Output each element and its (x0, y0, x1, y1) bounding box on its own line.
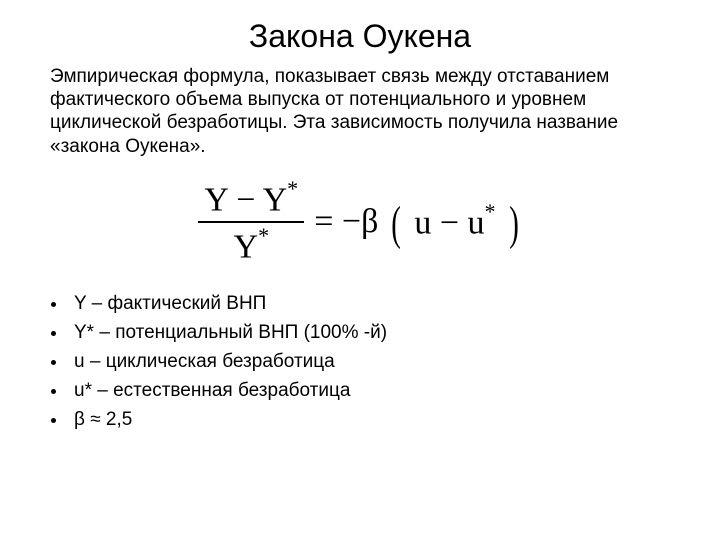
numerator-text: Y − Y (204, 181, 287, 218)
list-item: Y* – потенциальный ВНП (100% -й) (68, 322, 670, 344)
page-title: Закона Оукена (50, 18, 670, 55)
list-item: Y – фактический ВНП (68, 293, 670, 315)
inner-expression: u − u* (414, 201, 495, 242)
formula-block: Y − Y* Y* = −β(u − u*) (50, 178, 670, 267)
fraction-numerator: Y − Y* (198, 178, 304, 219)
inner-sup: * (485, 199, 496, 224)
inner-left: u − u (414, 205, 484, 242)
list-item: β ≈ 2,5 (68, 409, 670, 431)
denominator-text: Y (234, 228, 259, 265)
list-item: u* – естественная безработица (68, 380, 670, 402)
fraction-bar (198, 221, 304, 223)
numerator-sup: * (287, 176, 298, 201)
list-item: u – циклическая безработица (68, 351, 670, 373)
fraction: Y − Y* Y* (198, 178, 304, 267)
fraction-denominator: Y* (228, 225, 276, 266)
slide: Закона Оукена Эмпирическая формула, пока… (0, 0, 720, 540)
denominator-sup: * (258, 223, 269, 248)
equals-beta: = −β (314, 203, 378, 241)
okun-formula: Y − Y* Y* = −β(u − u*) (198, 178, 521, 267)
definitions-list: Y – фактический ВНП Y* – потенциальный В… (50, 293, 670, 431)
description-paragraph: Эмпирическая формула, показывает связь м… (50, 65, 670, 158)
